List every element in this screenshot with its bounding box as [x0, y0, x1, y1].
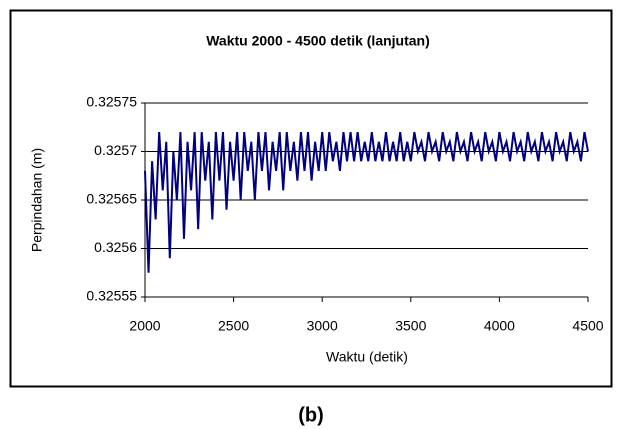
y-tick-label: 0.32555 — [86, 288, 137, 304]
y-tick-label: 0.32575 — [86, 94, 137, 110]
x-tick-label: 3500 — [395, 318, 426, 334]
data-line — [144, 131, 589, 273]
x-tick-label: 2000 — [129, 318, 160, 334]
y-axis-label: Perpindahan (m) — [29, 148, 45, 252]
y-tick-label: 0.32565 — [86, 191, 137, 207]
chart-border — [9, 9, 613, 388]
chart-title: Waktu 2000 - 4500 detik (lanjutan) — [206, 33, 430, 49]
y-tick-label: 0.3257 — [94, 142, 137, 158]
y-tick-label: 0.3256 — [94, 239, 137, 255]
x-tick-label: 4500 — [572, 318, 603, 334]
x-axis-label: Waktu (detik) — [326, 349, 408, 365]
x-tick-label: 2500 — [218, 318, 249, 334]
caption: (b) — [298, 404, 324, 426]
x-tick-label: 4000 — [484, 318, 515, 334]
x-tick-label: 3000 — [307, 318, 338, 334]
